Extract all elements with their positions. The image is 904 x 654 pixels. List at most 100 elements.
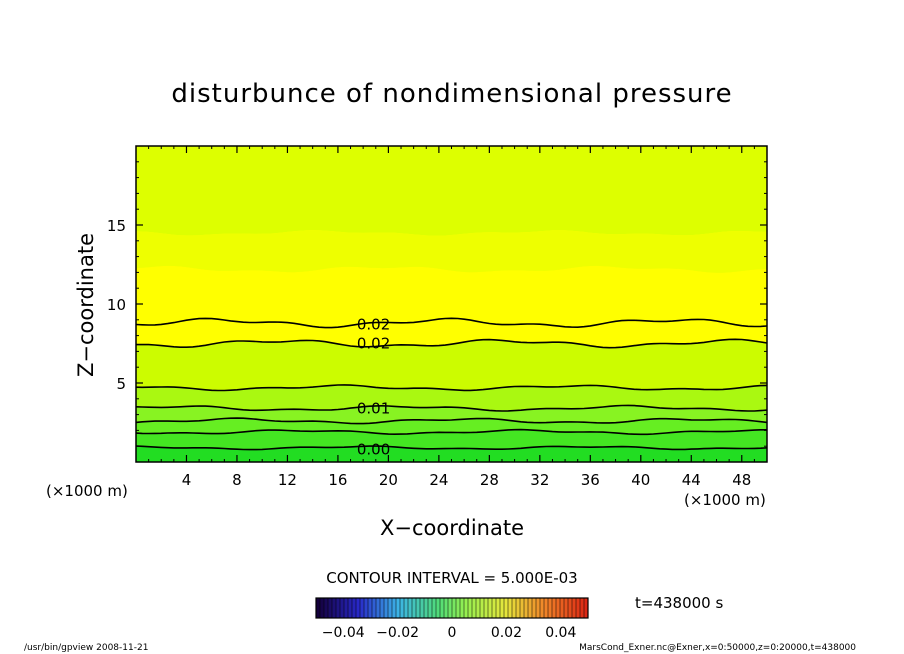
colorbar-swatch [492, 598, 496, 618]
colorbar-tick-label: −0.04 [322, 625, 365, 641]
colorbar-swatch [388, 598, 392, 618]
colorbar-swatch [528, 598, 532, 618]
colorbar-tick-label: 0.02 [491, 625, 522, 641]
colorbar-swatch [428, 598, 432, 618]
colorbar-swatch [372, 598, 376, 618]
colorbar-swatch [392, 598, 396, 618]
colorbar-swatch [504, 598, 508, 618]
colorbar-swatch [512, 598, 516, 618]
y-tick-label: 10 [107, 296, 126, 314]
colorbar-swatch [516, 598, 520, 618]
colorbar-swatch [564, 598, 568, 618]
colorbar-swatch [468, 598, 472, 618]
contour-band [136, 446, 767, 462]
x-tick-label: 44 [682, 471, 701, 489]
colorbar-swatch [420, 598, 424, 618]
contour-label: 0.00 [357, 440, 390, 458]
colorbar-swatch [576, 598, 580, 618]
y-tick-label: 15 [107, 217, 126, 235]
colorbar-swatch [332, 598, 336, 618]
colorbar-swatch [368, 598, 372, 618]
footer-right: MarsCond_Exner.nc@Exner,x=0:50000,z=0:20… [579, 643, 856, 653]
contour-label: 0.01 [357, 399, 390, 417]
colorbar-swatch [348, 598, 352, 618]
colorbar-frame [315, 597, 589, 619]
x-tick-label: 20 [379, 471, 398, 489]
x-tick-label: 8 [232, 471, 242, 489]
colorbar-swatch [324, 598, 328, 618]
colorbar-swatch [396, 598, 400, 618]
colorbar-swatch [580, 598, 584, 618]
colorbar-swatch [364, 598, 368, 618]
contour-line [135, 428, 767, 436]
contour-band [136, 230, 767, 273]
colorbar-swatch [544, 598, 548, 618]
colorbar-swatch [340, 598, 344, 618]
colorbar-swatch [484, 598, 488, 618]
contour-band [136, 384, 767, 411]
colorbar-swatch [476, 598, 480, 618]
x-tick-label: 40 [631, 471, 650, 489]
colorbar-swatch [424, 598, 428, 618]
x-tick-label: 24 [429, 471, 448, 489]
colorbar-swatch [472, 598, 476, 618]
colorbar-swatch [520, 598, 524, 618]
colorbar-swatch [568, 598, 572, 618]
colorbar-swatch [356, 598, 360, 618]
colorbar-swatch [552, 598, 556, 618]
colorbar-swatch [376, 598, 380, 618]
colorbar-swatch [432, 598, 436, 618]
colorbar-swatch [344, 598, 348, 618]
colorbar-swatch [540, 598, 544, 618]
colorbar-swatch [556, 598, 560, 618]
colorbar-swatch [416, 598, 420, 618]
contour-band [136, 429, 767, 450]
colorbar-swatch [380, 598, 384, 618]
colorbar-swatch [412, 598, 416, 618]
y-axis-label: Z−coordinate [74, 233, 98, 377]
x-axis-label: X−coordinate [380, 516, 524, 540]
colorbar-tick-label: 0.04 [545, 625, 576, 641]
contour-line [135, 404, 768, 412]
colorbar-swatch [488, 598, 492, 618]
contour-line [135, 445, 768, 451]
colorbar-swatch [584, 598, 588, 618]
colorbar-swatch [448, 598, 452, 618]
colorbar-swatch [536, 598, 540, 618]
x-unit-right: (×1000 m) [684, 491, 766, 509]
colorbar-swatch [400, 598, 404, 618]
contour-line [135, 384, 768, 392]
colorbar-swatch [456, 598, 460, 618]
colorbar-swatch [500, 598, 504, 618]
colorbar-swatch [572, 598, 576, 618]
colorbar-swatch [480, 598, 484, 618]
y-tick-label: 5 [116, 375, 126, 393]
colorbar-swatch [384, 598, 388, 618]
colorbar-swatch [548, 598, 552, 618]
colorbar-swatch [524, 598, 528, 618]
x-tick-label: 4 [182, 471, 192, 489]
x-tick-label: 28 [480, 471, 499, 489]
x-tick-label: 32 [530, 471, 549, 489]
colorbar-swatch [464, 598, 468, 618]
colorbar-swatch [440, 598, 444, 618]
colorbar-swatch [352, 598, 356, 618]
time-label: t=438000 s [635, 594, 723, 612]
x-unit-left: (×1000 m) [46, 482, 128, 500]
colorbar-swatch [316, 598, 320, 618]
colorbar-swatch [336, 598, 340, 618]
contour-line [135, 338, 768, 349]
contour-line [135, 317, 768, 329]
colorbar-swatch [460, 598, 464, 618]
colorbar-swatch [404, 598, 408, 618]
colorbar: −0.04 −0.02 0 0.02 0.04 [315, 597, 589, 641]
chart-title: disturbunce of nondimensional pressure [171, 79, 732, 109]
contour-label: 0.02 [357, 316, 390, 334]
contour-band [136, 265, 767, 328]
colorbar-swatch [328, 598, 332, 618]
colorbar-swatch [444, 598, 448, 618]
colorbar-swatch [436, 598, 440, 618]
colorbar-swatch [508, 598, 512, 618]
x-tick-label: 12 [278, 471, 297, 489]
